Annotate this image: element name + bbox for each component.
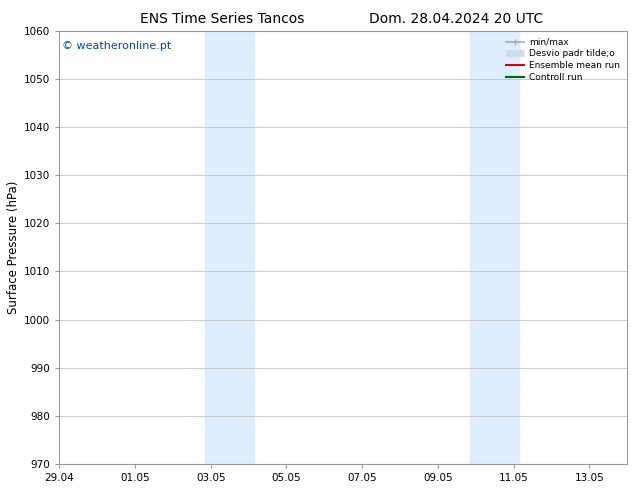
Text: © weatheronline.pt: © weatheronline.pt [62, 41, 171, 51]
Bar [470, 30, 519, 464]
Text: ENS Time Series Tancos: ENS Time Series Tancos [139, 12, 304, 26]
Legend: min/max, Desvio padr tilde;o, Ensemble mean run, Controll run: min/max, Desvio padr tilde;o, Ensemble m… [503, 35, 623, 85]
Y-axis label: Surface Pressure (hPa): Surface Pressure (hPa) [7, 181, 20, 314]
Text: Dom. 28.04.2024 20 UTC: Dom. 28.04.2024 20 UTC [370, 12, 543, 26]
Bar [205, 30, 254, 464]
